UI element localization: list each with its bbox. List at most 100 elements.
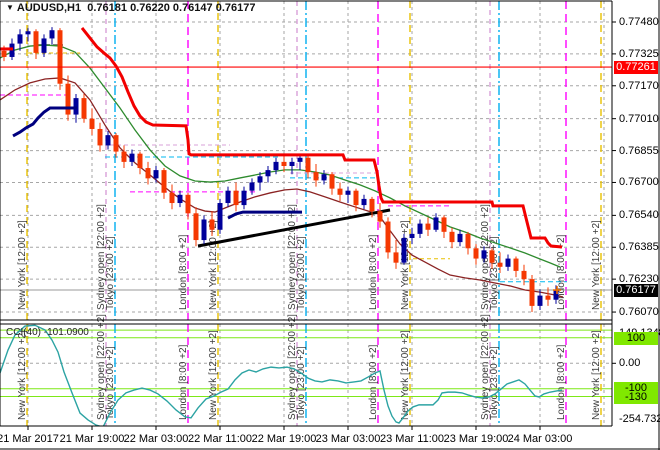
session-line-newyork: New York [12:00 +2] New York [12:00 +2]: [591, 220, 602, 420]
candle: [417, 223, 423, 234]
candles: [1, 27, 559, 313]
candle: [49, 30, 55, 39]
session-line-tokyo: Tokyo [23:00 +2] Tokyo [23:00 +2]: [105, 236, 116, 420]
candle: [401, 237, 407, 263]
candle: [409, 233, 415, 238]
price-axis-label: 0.76385: [619, 241, 659, 254]
time-axis-label: 23 Mar 03:00: [315, 433, 381, 445]
time-axis-label: 22 Mar 19:00: [251, 433, 317, 445]
candle: [89, 118, 95, 129]
session-label: Tokyo [23:00 +2]: [489, 346, 500, 420]
candle: [129, 153, 135, 162]
session-label: Tokyo [23:00 +2]: [489, 236, 500, 310]
session-label: Tokyo [23:00 +2]: [105, 236, 116, 310]
candle: [425, 223, 431, 230]
candle: [353, 190, 359, 206]
candle: [513, 258, 519, 271]
candle: [225, 190, 231, 204]
candle: [377, 211, 383, 222]
candle: [201, 219, 207, 241]
candle: [497, 262, 503, 267]
cci-axis-zero: 0.00: [619, 357, 641, 370]
last-price-badge: 0.76177: [614, 283, 658, 297]
session-line-sydney: Sydney open [22:00 +2] Sydney open [22:00…: [287, 204, 298, 420]
price-pane: [0, 27, 612, 313]
session-label: New York [12:00 +2]: [208, 220, 219, 310]
candle: [1, 50, 7, 57]
session-label: New York [12:00 +2]: [400, 330, 411, 420]
ohlc-open: 0.76181: [87, 2, 127, 14]
candle: [385, 221, 391, 253]
candle: [153, 170, 159, 179]
cci-level-badge-100: 100: [614, 331, 658, 345]
ohlc-high: 0.76220: [130, 2, 170, 14]
price-axis-label: 0.77480: [619, 16, 659, 28]
price-axis-label: 0.77325: [619, 47, 659, 60]
time-axis-label: 22 Mar 03:00: [123, 433, 189, 445]
time-axis-label: 21 Mar 2017: [0, 433, 59, 445]
candle: [177, 194, 183, 204]
session-label: London [8:00 +2]: [178, 344, 189, 420]
session-line-sydney: Sydney open [22:00 +2] Sydney open [22:00…: [96, 204, 107, 420]
candle: [73, 98, 79, 115]
session-label: London [8:00 +2]: [178, 234, 189, 310]
candle: [41, 38, 47, 53]
candle: [457, 233, 463, 243]
candle: [265, 170, 271, 177]
axis-ticks: [27, 21, 616, 430]
price-axis-label: 0.77010: [619, 112, 659, 125]
session-label: Tokyo [23:00 +2]: [296, 346, 307, 420]
session-line-london: London [8:00 +2] London [8:00 +2]: [178, 234, 189, 420]
symbol-dropdown-arrow[interactable]: ▼: [6, 3, 14, 12]
price-axis-label: 0.76540: [619, 209, 659, 222]
session-lines: New York [12:00 +2] New York [12:00 +2] Sy…: [17, 1, 602, 426]
candle: [361, 198, 367, 206]
symbol-name: AUDUSD,H1: [16, 2, 82, 14]
candle: [289, 161, 295, 166]
candle: [217, 203, 223, 230]
candle: [393, 252, 399, 263]
candle: [321, 174, 327, 181]
candle: [329, 174, 335, 189]
session-label: New York [12:00 +2]: [17, 220, 28, 310]
candle: [313, 172, 319, 181]
candle: [105, 135, 111, 146]
session-label: New York [12:00 +2]: [400, 220, 411, 310]
candle: [505, 258, 511, 267]
candle: [537, 295, 543, 306]
cci-indicator-label: CCI(40) -101.0900: [6, 327, 89, 338]
chart-title: ▼ AUDUSD,H1 0.76181 0.76220 0.76147 0.761…: [6, 2, 255, 14]
candle: [17, 34, 23, 44]
session-label: London [8:00 +2]: [556, 344, 567, 420]
candle: [97, 128, 103, 146]
session-label: Sydney open [22:00 +2]: [480, 314, 491, 420]
candle: [529, 279, 535, 306]
session-label: Sydney open [22:00 +2]: [96, 314, 107, 420]
candle: [521, 270, 527, 280]
time-axis-label: 21 Mar 19:00: [59, 433, 125, 445]
session-label: New York [12:00 +2]: [591, 330, 602, 420]
cci-pane: [0, 324, 563, 426]
candle: [161, 170, 167, 193]
candle: [81, 98, 87, 119]
candle: [145, 168, 151, 179]
session-line-tokyo: Tokyo [23:00 +2] Tokyo [23:00 +2]: [489, 236, 500, 420]
candle: [33, 31, 39, 53]
candle: [473, 248, 479, 259]
cci-level-badge-minus130: -130: [614, 390, 658, 404]
candle: [65, 83, 71, 115]
candle: [257, 176, 263, 183]
session-label: Sydney open [22:00 +2]: [287, 314, 298, 420]
session-label: Tokyo [23:00 +2]: [296, 236, 307, 310]
session-label: London [8:00 +2]: [368, 344, 379, 420]
session-label: London [8:00 +2]: [556, 234, 567, 310]
price-axis-label: 0.77170: [619, 79, 659, 92]
session-label: Tokyo [23:00 +2]: [105, 346, 116, 420]
candle: [281, 161, 287, 166]
candle: [489, 250, 495, 263]
candle: [465, 233, 471, 249]
price-axis-label: 0.76855: [619, 144, 659, 157]
candle: [25, 31, 31, 35]
